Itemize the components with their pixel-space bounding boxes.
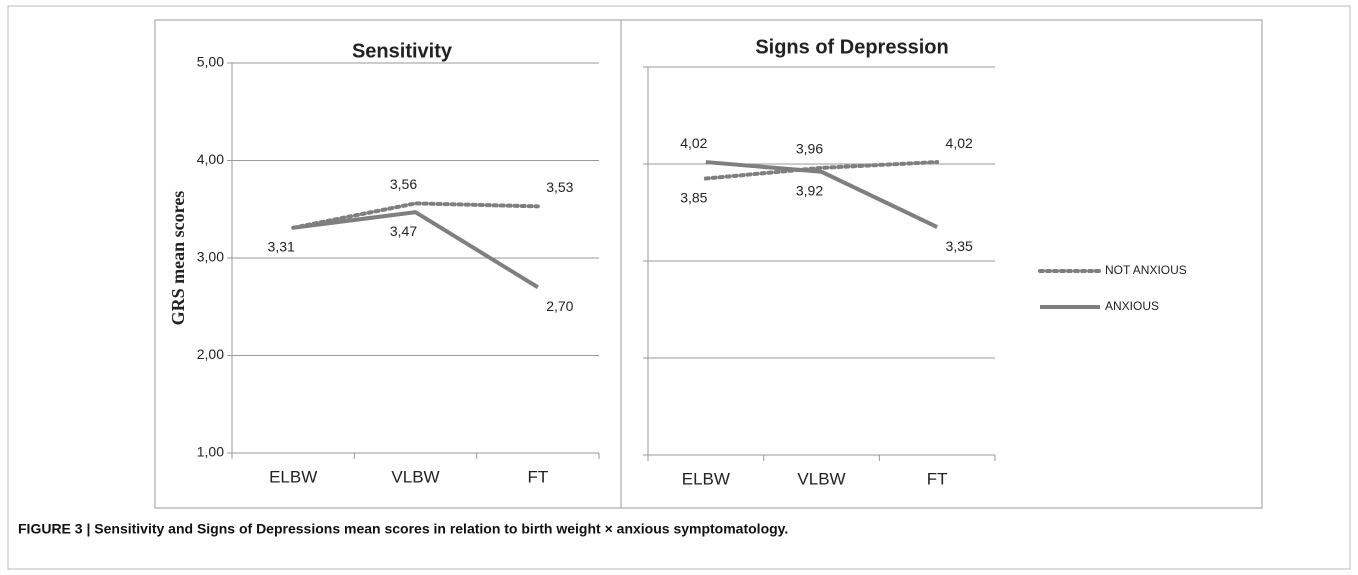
data-label: 3,56 bbox=[390, 176, 417, 192]
data-label: 3,92 bbox=[796, 182, 823, 198]
chart-frame bbox=[154, 19, 1263, 509]
data-label: 3,96 bbox=[796, 141, 823, 157]
y-tick-label: 4,00 bbox=[197, 151, 224, 167]
data-label: 3,31 bbox=[268, 238, 295, 254]
y-tick-label: 5,00 bbox=[197, 54, 224, 70]
y-axis-label: GRS mean scores bbox=[168, 191, 188, 326]
x-tick-label: VLBW bbox=[391, 467, 439, 486]
legend-label: ANXIOUS bbox=[1105, 299, 1159, 313]
caption: FIGURE 3 | Sensitivity and Signs of Depr… bbox=[18, 521, 788, 537]
data-label: 3,85 bbox=[680, 189, 707, 205]
figure-frame bbox=[7, 5, 1351, 570]
chart-title: Sensitivity bbox=[352, 40, 453, 62]
dotted-line bbox=[703, 160, 940, 181]
legend-label: NOT ANXIOUS bbox=[1105, 263, 1187, 277]
x-tick-label: FT bbox=[527, 467, 548, 486]
data-label: 3,35 bbox=[946, 238, 973, 254]
data-label: 3,53 bbox=[546, 179, 573, 195]
x-tick-label: ELBW bbox=[269, 467, 317, 486]
solid-line bbox=[705, 160, 939, 229]
solid-line bbox=[292, 210, 539, 289]
x-tick-label: FT bbox=[927, 469, 948, 488]
x-tick-label: ELBW bbox=[682, 469, 730, 488]
y-tick-label: 3,00 bbox=[197, 249, 224, 265]
dotted-line bbox=[291, 201, 540, 230]
data-label: 4,02 bbox=[680, 135, 707, 151]
x-tick-label: VLBW bbox=[797, 469, 845, 488]
data-label: 3,47 bbox=[390, 223, 417, 239]
data-label: 2,70 bbox=[546, 298, 573, 314]
chart-title: Signs of Depression bbox=[755, 36, 948, 58]
y-tick-label: 1,00 bbox=[197, 444, 224, 460]
data-label: 4,02 bbox=[946, 135, 973, 151]
y-tick-label: 2,00 bbox=[197, 346, 224, 362]
